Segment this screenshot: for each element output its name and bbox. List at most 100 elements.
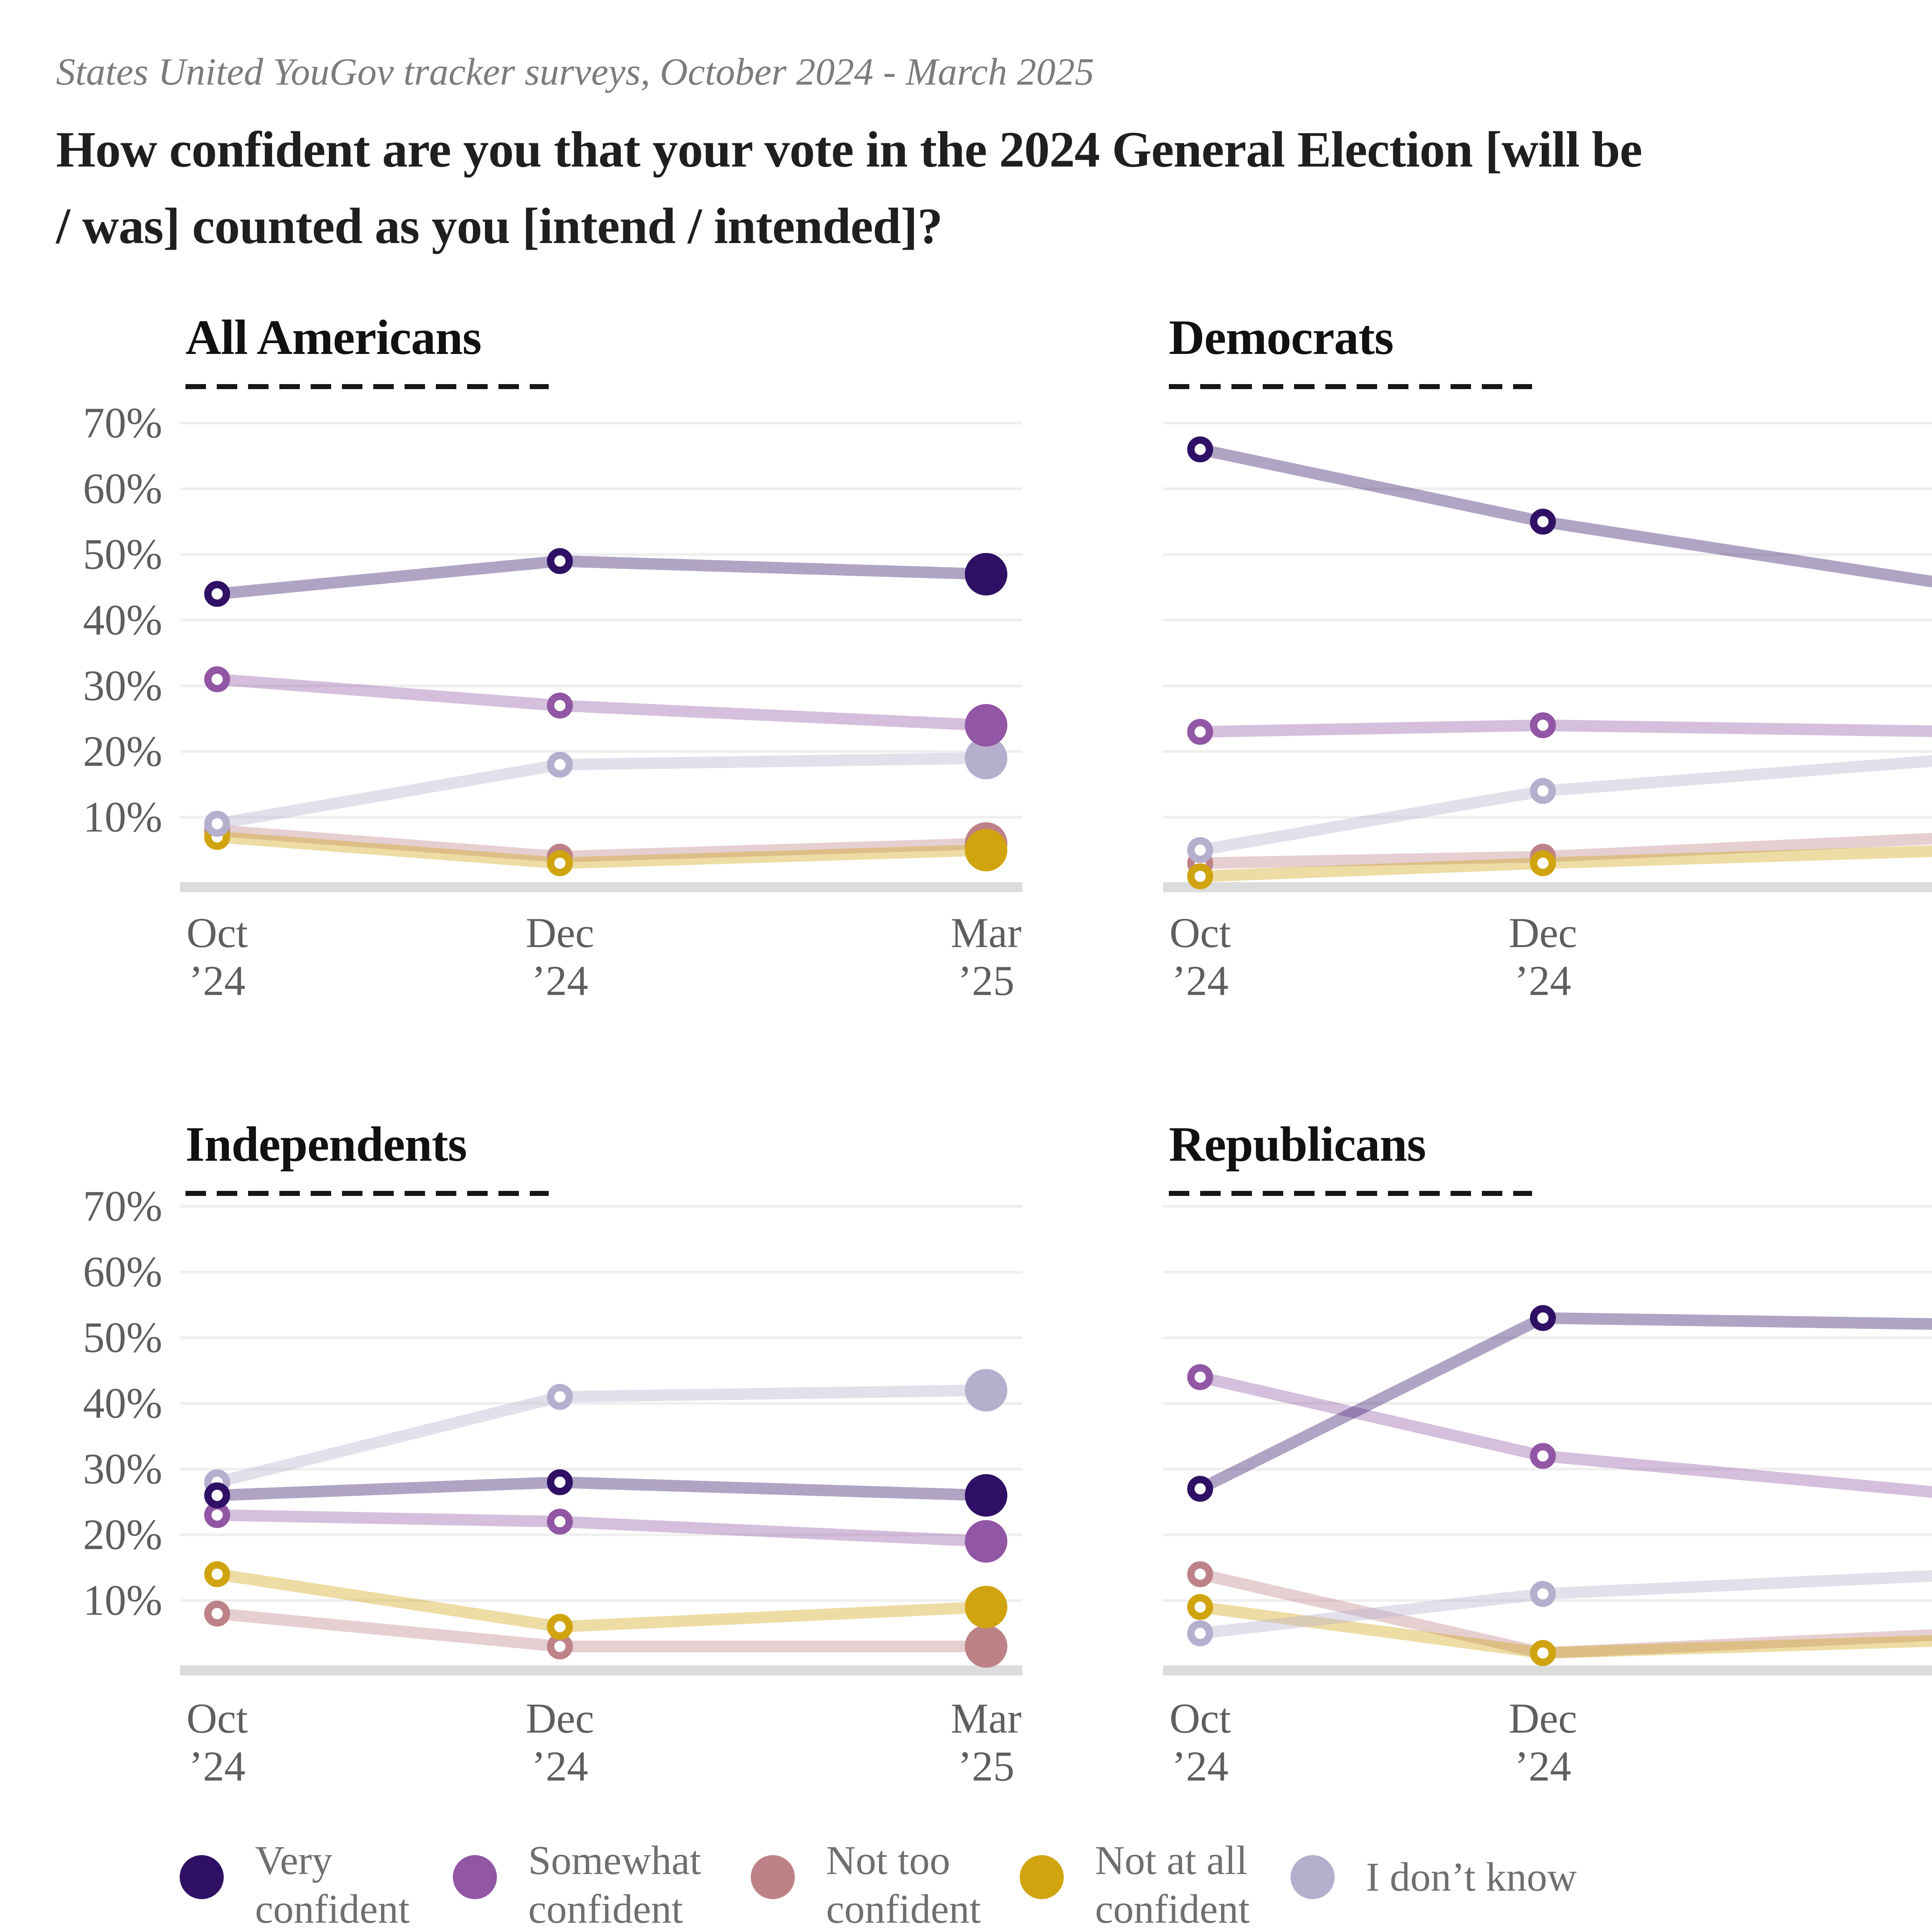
point-very-confident-oct-24 [1187, 1476, 1213, 1502]
x-tick-label-oct-independents: Oct ’24 [186, 1695, 248, 1790]
point-i-don-t-know-mar-25 [965, 737, 1007, 779]
legend-label-somewhat-confident: Somewhat confident [528, 1838, 701, 1932]
x-axis-baseline [1163, 1665, 1932, 1675]
x-tick-label-mar-democrats: Mar ’25 [1880, 909, 1932, 1005]
y-tick-label-50: 50% [83, 1314, 162, 1362]
panel-title-independents: Independents [185, 1117, 467, 1172]
point-very-confident-oct-24 [204, 1482, 230, 1509]
y-tick-label-20: 20% [83, 728, 162, 776]
legend-swatch-not-at-all-confident [1020, 1855, 1064, 1899]
point-not-at-all-confident-mar-25 [965, 1586, 1007, 1628]
x-tick-label-oct-democrats: Oct ’24 [1169, 909, 1231, 1004]
x-tick-label-oct-republicans: Oct ’24 [1169, 1695, 1231, 1790]
point-very-confident-mar-25 [965, 553, 1007, 595]
x-tick-label-mar-all-americans: Mar ’25 [951, 909, 1022, 1004]
x-tick-label-dec-all-americans: Dec ’24 [526, 909, 594, 1004]
chart-canvas-democrats [1163, 422, 1932, 892]
point-somewhat-confident-dec-24 [547, 692, 573, 719]
line-very-confident [211, 555, 992, 600]
point-not-at-all-confident-mar-25 [965, 829, 1007, 871]
chart-canvas-republicans [1163, 1205, 1932, 1675]
point-somewhat-confident-oct-24 [1187, 1364, 1213, 1390]
x-axis-baseline [180, 1665, 1022, 1675]
line-i-don-t-know [1194, 755, 1932, 856]
point-not-too-confident-dec-24 [547, 1633, 573, 1660]
point-i-don-t-know-mar-25 [965, 1369, 1007, 1412]
point-not-at-all-confident-oct-24 [1187, 863, 1213, 889]
line-i-don-t-know [211, 752, 992, 830]
y-tick-label-70: 70% [83, 399, 162, 447]
point-i-don-t-know-dec-24 [1530, 778, 1556, 804]
point-not-too-confident-oct-24 [1187, 1561, 1213, 1587]
chart-title: How confident are you that your vote in … [56, 111, 1932, 264]
point-very-confident-oct-24 [204, 581, 230, 607]
point-very-confident-dec-24 [1530, 509, 1556, 535]
y-tick-label-10: 10% [83, 793, 162, 841]
legend-swatch-i-don-t-know [1291, 1855, 1335, 1899]
point-very-confident-oct-24 [1187, 436, 1213, 463]
point-i-don-t-know-dec-24 [547, 752, 573, 778]
point-somewhat-confident-dec-24 [1530, 1443, 1556, 1469]
x-tick-label-mar-independents: Mar ’25 [951, 1695, 1022, 1790]
x-axis-baseline [180, 882, 1022, 892]
y-tick-label-50: 50% [83, 531, 162, 578]
y-tick-label-30: 30% [83, 1445, 162, 1493]
y-tick-label-60: 60% [83, 465, 162, 513]
panel-title-democrats: Democrats [1169, 310, 1394, 365]
point-i-don-t-know-oct-24 [1187, 1620, 1213, 1646]
panel-title-underline-independents [185, 1191, 549, 1196]
y-tick-label-70: 70% [83, 1182, 162, 1230]
point-not-at-all-confident-dec-24 [547, 850, 573, 876]
point-very-confident-mar-25 [965, 1474, 1007, 1517]
x-tick-label-dec-independents: Dec ’24 [526, 1695, 594, 1790]
point-very-confident-dec-24 [547, 1469, 573, 1495]
y-tick-label-60: 60% [83, 1248, 162, 1296]
line-not-at-all-confident [1194, 1601, 1932, 1659]
legend-label-i-don-t-know: I don’t know [1366, 1854, 1577, 1900]
legend-label-very-confident: Very confident [255, 1838, 410, 1932]
x-axis-baseline [1163, 882, 1932, 892]
point-somewhat-confident-dec-24 [547, 1509, 573, 1535]
point-somewhat-confident-oct-24 [1187, 719, 1213, 745]
point-very-confident-dec-24 [1530, 1305, 1556, 1331]
y-tick-label-40: 40% [83, 1379, 162, 1427]
panel-title-underline-republicans [1169, 1191, 1532, 1196]
point-somewhat-confident-mar-25 [965, 1520, 1007, 1563]
chart-subtitle: States United YouGov tracker surveys, Oc… [56, 50, 1094, 93]
point-i-don-t-know-dec-24 [1530, 1581, 1556, 1607]
point-not-too-confident-mar-25 [965, 1625, 1007, 1668]
point-i-don-t-know-oct-24 [1187, 837, 1213, 863]
legend-label-not-at-all-confident: Not at all confident [1095, 1838, 1250, 1932]
y-tick-label-20: 20% [83, 1511, 162, 1559]
x-tick-label-oct-all-americans: Oct ’24 [186, 909, 248, 1004]
point-somewhat-confident-oct-24 [204, 1502, 230, 1528]
legend-swatch-very-confident [180, 1855, 224, 1899]
chart-canvas-all-americans [180, 422, 1022, 892]
legend-swatch-not-too-confident [751, 1855, 795, 1899]
x-tick-label-mar-republicans: Mar ’25 [1880, 1694, 1932, 1790]
panel-title-underline-all-americans [185, 384, 549, 389]
x-tick-label-dec-republicans: Dec ’24 [1509, 1695, 1577, 1790]
legend-label-not-too-confident: Not too confident [826, 1838, 981, 1932]
line-somewhat-confident [211, 1509, 992, 1547]
x-tick-label-dec-democrats: Dec ’24 [1509, 909, 1577, 1004]
chart-title-line-1: How confident are you that your vote in … [56, 121, 1643, 178]
y-tick-label-30: 30% [83, 662, 162, 710]
point-not-at-all-confident-oct-24 [204, 1561, 230, 1587]
point-somewhat-confident-mar-25 [965, 704, 1007, 747]
line-somewhat-confident [1194, 719, 1932, 738]
panel-title-republicans: Republicans [1169, 1117, 1426, 1172]
point-somewhat-confident-dec-24 [1530, 712, 1556, 738]
legend-swatch-somewhat-confident [453, 1855, 497, 1899]
point-i-don-t-know-oct-24 [204, 811, 230, 837]
point-i-don-t-know-dec-24 [547, 1384, 573, 1410]
y-tick-label-40: 40% [83, 596, 162, 644]
panel-title-all-americans: All Americans [185, 310, 482, 365]
point-not-at-all-confident-dec-24 [1530, 850, 1556, 876]
point-very-confident-dec-24 [547, 548, 573, 574]
point-not-at-all-confident-oct-24 [1187, 1594, 1213, 1620]
y-tick-label-10: 10% [83, 1577, 162, 1624]
point-somewhat-confident-oct-24 [204, 666, 230, 692]
point-not-at-all-confident-dec-24 [1530, 1640, 1556, 1666]
